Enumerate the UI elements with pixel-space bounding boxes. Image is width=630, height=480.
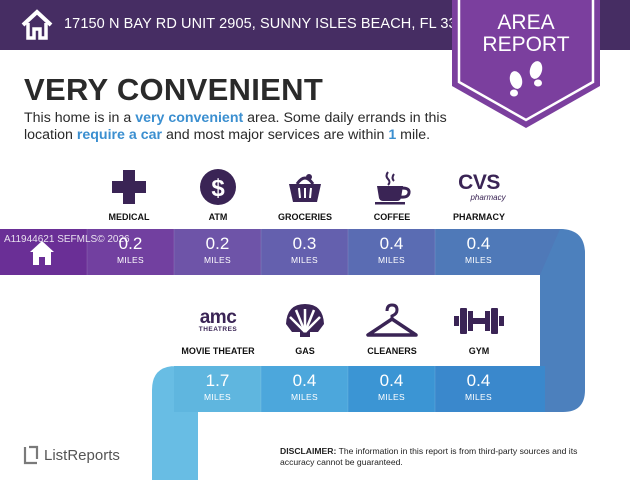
shell-icon bbox=[286, 304, 324, 337]
category-atm: $ ATM bbox=[174, 168, 262, 222]
distance-unit: MILES bbox=[377, 255, 405, 265]
category-label: GAS bbox=[295, 346, 315, 356]
distance-unit: MILES bbox=[116, 255, 144, 265]
category-label: PHARMACY bbox=[452, 212, 505, 222]
listreports-brand-text: ListReports bbox=[44, 446, 120, 464]
distance-gas: 0.4 MILES bbox=[261, 366, 348, 412]
category-label: GROCERIES bbox=[277, 212, 332, 222]
distance-value: 1.7 bbox=[205, 371, 230, 390]
mls-watermark: A11944621 SEFMLS© 2026 bbox=[4, 234, 130, 245]
distance-unit: MILES bbox=[290, 392, 318, 402]
highlight-mile-count: 1 bbox=[388, 127, 397, 143]
coffee-cup-icon bbox=[375, 171, 411, 205]
listreports-logo-icon bbox=[23, 445, 39, 465]
convenience-description: This home is in a very convenient area. … bbox=[24, 110, 447, 143]
distance-movie-theater: 1.7 MILES bbox=[174, 366, 261, 412]
dumbbell-icon bbox=[454, 308, 504, 334]
distance-pharmacy: 0.4 MILES bbox=[435, 229, 522, 275]
distance-value: 0.4 bbox=[466, 234, 491, 253]
badge-line2: REPORT bbox=[482, 33, 570, 56]
category-label: ATM bbox=[208, 212, 228, 222]
distance-unit: MILES bbox=[290, 255, 318, 265]
home-icon bbox=[21, 9, 53, 40]
distance-groceries: 0.3 MILES bbox=[261, 229, 348, 275]
distance-gym: 0.4 MILES bbox=[435, 366, 522, 412]
category-label: COFFEE bbox=[373, 212, 411, 222]
category-movie-theater: amc THEATRES MOVIE THEATER bbox=[174, 302, 262, 357]
highlight-very-convenient: very convenient bbox=[135, 110, 244, 126]
distance-unit: MILES bbox=[464, 255, 492, 265]
category-label: MOVIE THEATER bbox=[181, 346, 255, 356]
convenience-headline: VERY CONVENIENT bbox=[24, 72, 324, 107]
area-report-badge: AREA REPORT bbox=[452, 0, 600, 128]
distance-medical: 0.2 MILES bbox=[87, 229, 174, 275]
distance-value: 0.3 bbox=[292, 234, 317, 253]
category-groceries: GROCERIES bbox=[261, 168, 349, 222]
category-label: CLEANERS bbox=[367, 346, 417, 356]
disclaimer-label: DISCLAIMER: bbox=[280, 446, 337, 456]
svg-text:$: $ bbox=[211, 175, 225, 202]
distance-value: 0.2 bbox=[205, 234, 230, 253]
badge-line1: AREA bbox=[497, 11, 555, 34]
category-gym: GYM bbox=[435, 302, 523, 356]
category-coffee: COFFEE bbox=[348, 168, 436, 222]
disclaimer-text: DISCLAIMER: The information in this repo… bbox=[280, 446, 578, 467]
category-gas: GAS bbox=[261, 302, 349, 356]
category-label: GYM bbox=[468, 346, 490, 356]
distance-cleaners: 0.4 MILES bbox=[348, 366, 435, 412]
property-address: 17150 N BAY RD UNIT 2905, SUNNY ISLES BE… bbox=[64, 16, 482, 32]
distance-value: 0.4 bbox=[379, 234, 404, 253]
distance-unit: MILES bbox=[203, 392, 231, 402]
category-pharmacy: CVS pharmacy PHARMACY bbox=[435, 168, 523, 223]
distance-value: 0.4 bbox=[466, 371, 491, 390]
distance-value: 0.4 bbox=[379, 371, 404, 390]
category-medical: MEDICAL bbox=[85, 168, 173, 222]
distance-coffee: 0.4 MILES bbox=[348, 229, 435, 275]
hanger-icon bbox=[366, 303, 418, 337]
highlight-require-car: require a car bbox=[76, 127, 163, 143]
category-label: MEDICAL bbox=[108, 212, 150, 222]
grocery-basket-icon bbox=[289, 174, 321, 202]
distance-value: 0.2 bbox=[118, 234, 143, 253]
distance-unit: MILES bbox=[464, 392, 492, 402]
dollar-icon: $ bbox=[200, 169, 236, 205]
category-cleaners: CLEANERS bbox=[348, 302, 436, 356]
distance-unit: MILES bbox=[203, 255, 231, 265]
distance-atm: 0.2 MILES bbox=[174, 229, 261, 275]
distance-value: 0.4 bbox=[292, 371, 317, 390]
cvs-pharmacy-logo: CVS pharmacy bbox=[458, 170, 506, 202]
listreports-logo: ListReports bbox=[22, 444, 120, 466]
amc-theatres-logo: amc THEATRES bbox=[198, 306, 238, 333]
medical-cross-icon bbox=[112, 170, 146, 204]
distance-unit: MILES bbox=[377, 392, 405, 402]
footprints-icon bbox=[509, 61, 543, 97]
